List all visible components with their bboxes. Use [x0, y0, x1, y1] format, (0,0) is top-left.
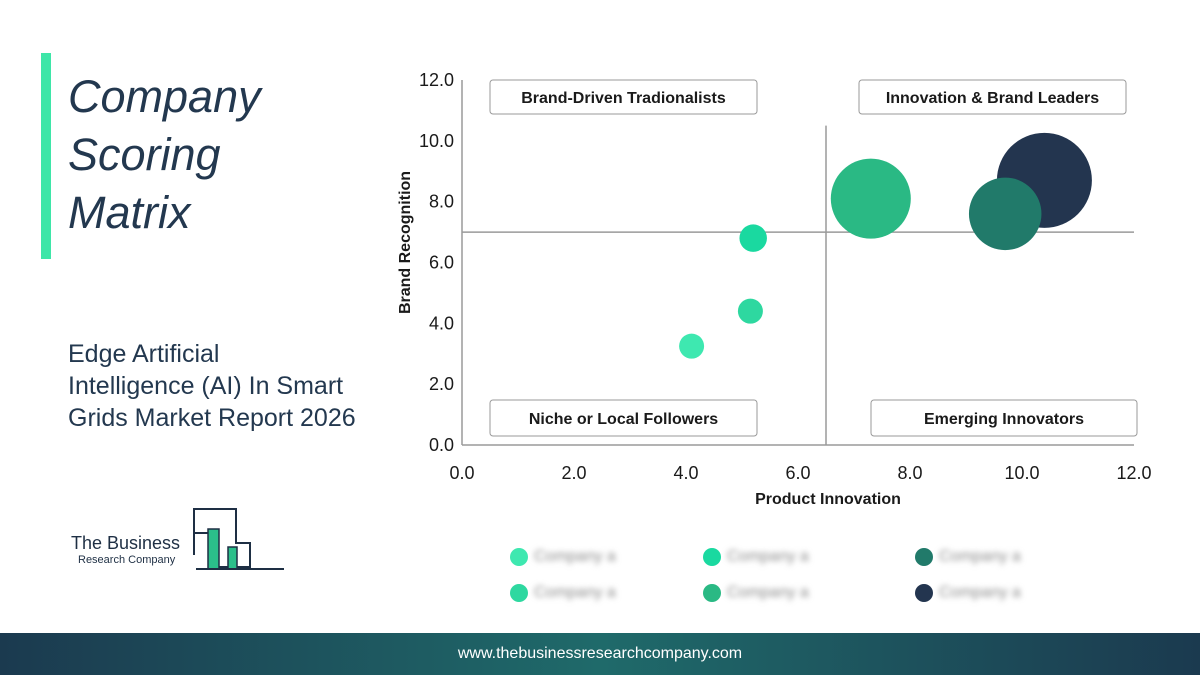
legend-label: Company a [534, 548, 616, 565]
quadrant-label: Niche or Local Followers [529, 411, 718, 428]
legend-swatch [915, 548, 933, 566]
subtitle-line: Edge Artificial [68, 340, 220, 368]
legend-swatch [915, 584, 933, 602]
company-bubble [737, 298, 763, 324]
x-axis-label: Product Innovation [755, 491, 901, 508]
legend-item: Company a [915, 582, 1021, 604]
legend-item: Company a [703, 582, 809, 604]
company-logo: The Business Research Company [68, 505, 288, 575]
company-bubble [830, 158, 911, 239]
chart-legend: Company a Company a Company a Company a Comp… [510, 540, 1070, 610]
legend-label: Company a [727, 548, 809, 565]
company-bubble [679, 333, 705, 359]
x-tick-label: 2.0 [561, 463, 586, 483]
legend-swatch [703, 548, 721, 566]
logo-text-secondary: Research Company [78, 554, 176, 566]
company-bubble [968, 177, 1042, 251]
y-tick-label: 10.0 [419, 131, 454, 151]
y-tick-label: 12.0 [419, 70, 454, 90]
subtitle-line: Intelligence (AI) In Smart [68, 372, 344, 400]
scoring-matrix-chart: 0.0 2.0 4.0 6.0 8.0 10.0 12.0 0.0 2.0 4.0 6.0 8.0 10… [397, 70, 1152, 508]
legend-item: Company a [510, 546, 616, 568]
quadrant-label: Emerging Innovators [924, 411, 1084, 428]
title-line: Matrix [68, 187, 191, 238]
legend-item: Company a [915, 546, 1021, 568]
y-tick-label: 8.0 [429, 192, 454, 212]
footer-url[interactable]: www.thebusinessresearchcompany.com [457, 645, 743, 662]
legend-label: Company a [939, 548, 1021, 565]
y-tick-label: 2.0 [429, 374, 454, 394]
y-tick-label: 4.0 [429, 313, 454, 333]
legend-swatch [510, 584, 528, 602]
legend-label: Company a [727, 584, 809, 601]
y-tick-label: 6.0 [429, 253, 454, 273]
y-tick-label: 0.0 [429, 435, 454, 455]
legend-swatch [510, 548, 528, 566]
quadrant-box [858, 79, 1127, 115]
page-title: Company Scoring Matrix [68, 68, 261, 242]
x-tick-label: 4.0 [673, 463, 698, 483]
legend-item: Company a [703, 546, 809, 568]
legend-label: Company a [939, 584, 1021, 601]
x-tick-label: 0.0 [449, 463, 474, 483]
x-tick-label: 12.0 [1116, 463, 1151, 483]
subtitle-line: Grids Market Report 2026 [68, 404, 356, 432]
report-subtitle: Edge Artificial Intelligence (AI) In Sma… [68, 338, 356, 434]
title-line: Scoring [68, 129, 221, 180]
accent-bar [41, 53, 51, 259]
legend-label: Company a [534, 584, 616, 601]
company-bubble [739, 224, 767, 252]
title-line: Company [68, 71, 261, 122]
quadrant-box [489, 79, 758, 115]
x-tick-label: 8.0 [897, 463, 922, 483]
footer-bar: www.thebusinessresearchcompany.com [0, 633, 1200, 675]
logo-text-primary: The Business [71, 533, 181, 553]
quadrant-box [489, 399, 758, 437]
quadrant-label: Brand-Driven Tradionalists [521, 90, 726, 107]
quadrant-box [870, 399, 1138, 437]
x-tick-label: 6.0 [785, 463, 810, 483]
legend-swatch [703, 584, 721, 602]
legend-item: Company a [510, 582, 616, 604]
x-tick-label: 10.0 [1004, 463, 1039, 483]
logo-building-icon [193, 508, 284, 570]
y-axis-label: Brand Recognition [397, 171, 414, 314]
quadrant-label: Innovation & Brand Leaders [886, 90, 1099, 107]
